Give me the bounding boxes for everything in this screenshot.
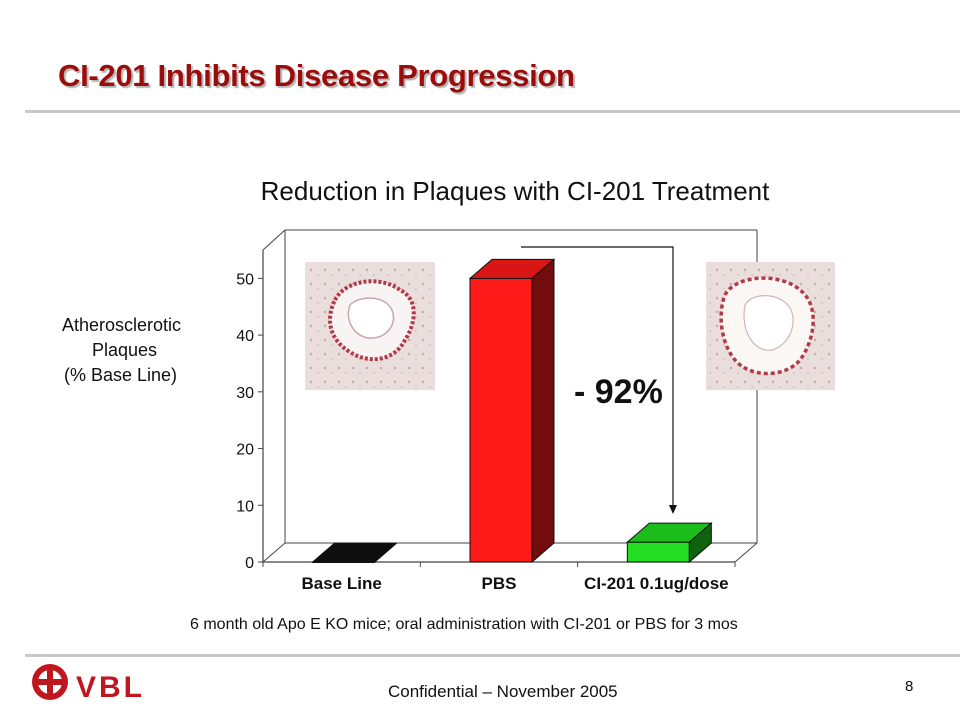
footnote: 6 month old Apo E KO mice; oral administ… xyxy=(190,616,738,633)
footer-confidential: Confidential – November 2005 xyxy=(388,682,618,701)
page-number: 8 xyxy=(905,678,914,695)
y-axis-label-line-1: Atherosclerotic xyxy=(62,315,182,335)
y-axis-label-line-2: Plaques xyxy=(92,340,158,360)
bar-chart: 0 10 20 30 40 50 Base Line PBS CI-201 0.1ug/dos… xyxy=(236,229,835,593)
reduction-annotation: - 92% xyxy=(574,373,663,411)
y-tick-label: 50 xyxy=(236,271,254,288)
x-tick-label: CI-201 0.1ug/dose xyxy=(584,574,729,593)
bar-base-line xyxy=(311,542,399,563)
y-tick-label: 20 xyxy=(236,442,254,459)
bar-ci-201-0-1ug-dose xyxy=(625,522,713,564)
y-axis-label: Atherosclerotic Plaques (% Base Line) xyxy=(40,313,230,388)
plot-wall-top-left-edge xyxy=(262,229,286,251)
plot-floor-left-edge xyxy=(262,542,286,563)
title-divider xyxy=(25,110,960,113)
bar-pbs xyxy=(468,258,556,564)
slide-title: CI-201 Inhibits Disease Progression xyxy=(58,58,575,93)
y-tick-label: 40 xyxy=(236,328,254,345)
vbl-logo: VBL xyxy=(32,664,145,704)
y-axis-label-line-3: (% Base Line) xyxy=(64,365,178,385)
y-tick-label: 30 xyxy=(236,385,254,402)
reduction-bracket xyxy=(521,246,674,505)
y-tick-label: 0 xyxy=(245,555,254,572)
chart-title: Reduction in Plaques with CI-201 Treatme… xyxy=(260,176,770,206)
y-tick-label: 10 xyxy=(236,498,254,515)
pbs-plaque-histology-image xyxy=(305,262,435,390)
footer-divider xyxy=(25,654,960,657)
x-tick-label: Base Line xyxy=(302,574,382,593)
x-tick-label: PBS xyxy=(482,574,517,593)
plot-floor-right-edge xyxy=(734,542,758,563)
ci201-plaque-histology-image xyxy=(706,262,835,390)
logo-text: VBL xyxy=(76,671,145,704)
reduction-arrowhead xyxy=(669,505,677,514)
